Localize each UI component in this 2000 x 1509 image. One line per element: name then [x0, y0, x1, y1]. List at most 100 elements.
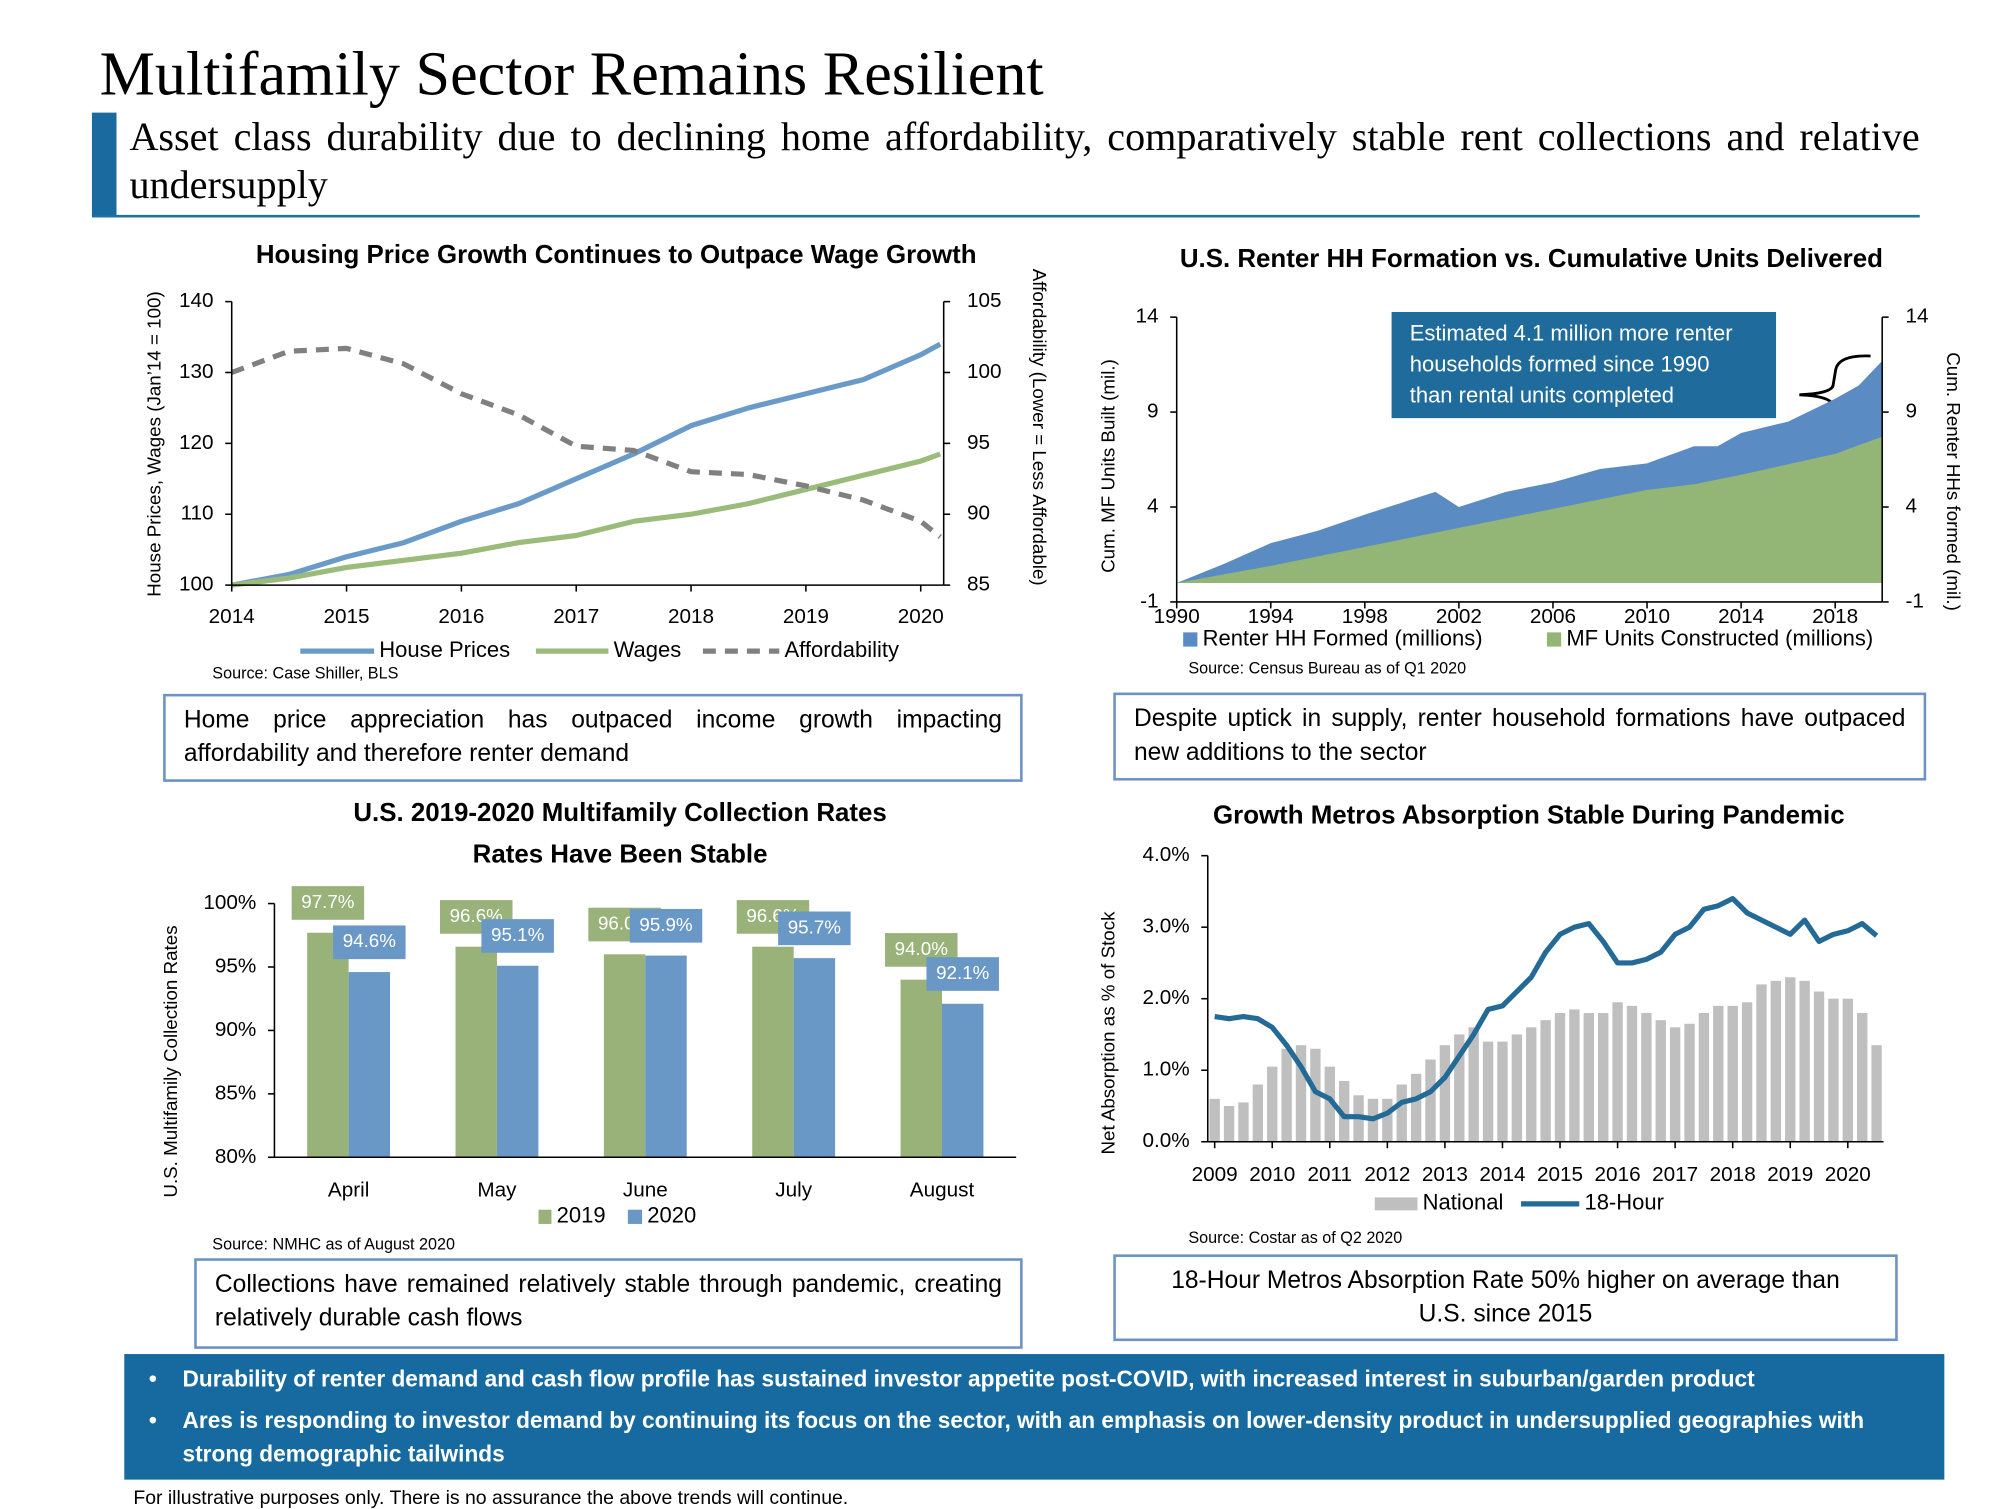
chart-title: U.S. Renter HH Formation vs. Cumulative …	[1180, 245, 1883, 273]
y2-tick-label: 9	[1906, 400, 1918, 423]
legend-swatch	[1183, 632, 1198, 647]
bar	[793, 958, 836, 1158]
bar	[1842, 998, 1853, 1142]
callout: 18-Hour Metros Absorption Rate 50% highe…	[1113, 1254, 1898, 1342]
bar	[1540, 1020, 1551, 1142]
legend-swatch	[538, 1209, 552, 1224]
x-tick-label: May	[477, 1178, 517, 1201]
value-label-box	[926, 957, 999, 991]
y-tick-label: 140	[179, 289, 214, 312]
bar	[1468, 1027, 1479, 1142]
x-tick-label: 2010	[1249, 1163, 1295, 1186]
x-tick-label: 2018	[1812, 605, 1858, 628]
bar	[1209, 1098, 1220, 1142]
bar	[1799, 980, 1810, 1142]
bar	[1871, 1045, 1882, 1142]
x-tick-label: April	[328, 1178, 369, 1201]
bar	[1612, 1002, 1623, 1142]
legend-label: 18-Hour	[1584, 1190, 1663, 1215]
source: Source: NMHC as of August 2020	[212, 1236, 455, 1254]
value-label: 95.9%	[639, 914, 693, 935]
x-tick-label: 2014	[1718, 605, 1764, 628]
bar	[603, 954, 646, 1158]
bar	[496, 965, 539, 1158]
x-tick-label: 2012	[1364, 1163, 1410, 1186]
legend-label: Wages	[614, 637, 682, 662]
y-tick-label: -1	[1140, 589, 1158, 612]
legend-label: National	[1423, 1190, 1504, 1215]
chart-title: Housing Price Growth Continues to Outpac…	[256, 241, 977, 269]
bullet: Durability of renter demand and cash flo…	[149, 1362, 1906, 1396]
bar	[900, 979, 943, 1158]
value-label: 94.0%	[895, 938, 949, 959]
accent-bar	[91, 112, 117, 217]
y-tick-label: 100%	[203, 891, 256, 914]
page-title: Multifamily Sector Remains Resilient	[99, 40, 1044, 109]
y-tick-label: 3.0%	[1142, 915, 1189, 938]
bar	[1511, 1034, 1523, 1142]
bar	[1281, 1048, 1292, 1142]
bar	[1655, 1020, 1666, 1142]
value-label-box	[629, 908, 703, 943]
y-tick-label: 2.0%	[1142, 986, 1189, 1009]
bar	[1238, 1102, 1249, 1142]
bar	[942, 1003, 984, 1158]
y-axis-label: Cum. MF Units Built (mil.)	[1097, 359, 1118, 573]
bar	[1813, 991, 1825, 1142]
bar	[645, 955, 687, 1158]
y2-tick-label: -1	[1906, 589, 1924, 612]
bar	[1396, 1084, 1407, 1142]
bar	[752, 946, 794, 1158]
y-tick-label: 85%	[215, 1081, 256, 1104]
bar	[1713, 1005, 1724, 1142]
bar	[1569, 1009, 1580, 1142]
source: Source: Case Shiller, BLS	[212, 665, 398, 683]
bar	[1785, 977, 1796, 1142]
value-label-box	[481, 919, 554, 953]
line	[230, 345, 942, 539]
callout: Despite uptick in supply, renter househo…	[1113, 692, 1927, 781]
bar	[307, 932, 349, 1158]
x-tick-label: 1998	[1342, 605, 1388, 628]
legend-swatch	[1374, 1197, 1418, 1211]
y-tick-label: 4	[1147, 494, 1159, 517]
y-axis-label: House Prices, Wages (Jan’14 = 100)	[143, 291, 164, 596]
line	[231, 451, 942, 588]
y2-tick-label: 95	[967, 431, 990, 454]
summary-panel: Durability of renter demand and cash flo…	[124, 1354, 1945, 1480]
line	[1214, 895, 1879, 1122]
bar	[1339, 1080, 1350, 1142]
x-tick-label: 2015	[1537, 1163, 1583, 1186]
y2-tick-label: 105	[967, 289, 1002, 312]
y-axis-label: Net Absorption as % of Stock	[1097, 911, 1118, 1155]
legend-label: 2020	[647, 1203, 696, 1228]
x-tick-label: 2002	[1436, 605, 1482, 628]
legend-swatch	[1546, 632, 1562, 647]
y-tick-label: 110	[181, 502, 214, 525]
bar	[1439, 1045, 1451, 1142]
y2-axis-label: Cum. Renter HHs formed (mil.)	[1943, 352, 1964, 611]
bar	[1669, 1027, 1681, 1142]
legend-swatch	[627, 1209, 643, 1224]
bar	[1324, 1066, 1335, 1142]
source: Source: Census Bureau as of Q1 2020	[1188, 660, 1466, 678]
bar	[1741, 1002, 1753, 1142]
bar	[1482, 1041, 1494, 1142]
callout: Home price appreciation has outpaced inc…	[163, 693, 1023, 782]
x-tick-label: 2018	[668, 605, 714, 628]
y-tick-label: 90%	[215, 1018, 256, 1041]
bar	[455, 946, 497, 1158]
legend-label: Affordability	[784, 637, 899, 662]
x-tick-label: 2014	[209, 605, 255, 628]
divider	[91, 214, 1920, 218]
bar	[1252, 1084, 1264, 1142]
value-label-box	[291, 886, 365, 920]
bar	[1554, 1013, 1566, 1142]
value-label-box	[778, 911, 851, 946]
y-tick-label: 130	[179, 360, 214, 383]
bar	[1382, 1098, 1393, 1142]
source: Source: Costar as of Q2 2020	[1188, 1229, 1402, 1247]
bar	[1526, 1027, 1537, 1142]
x-tick-label: 2015	[324, 605, 370, 628]
